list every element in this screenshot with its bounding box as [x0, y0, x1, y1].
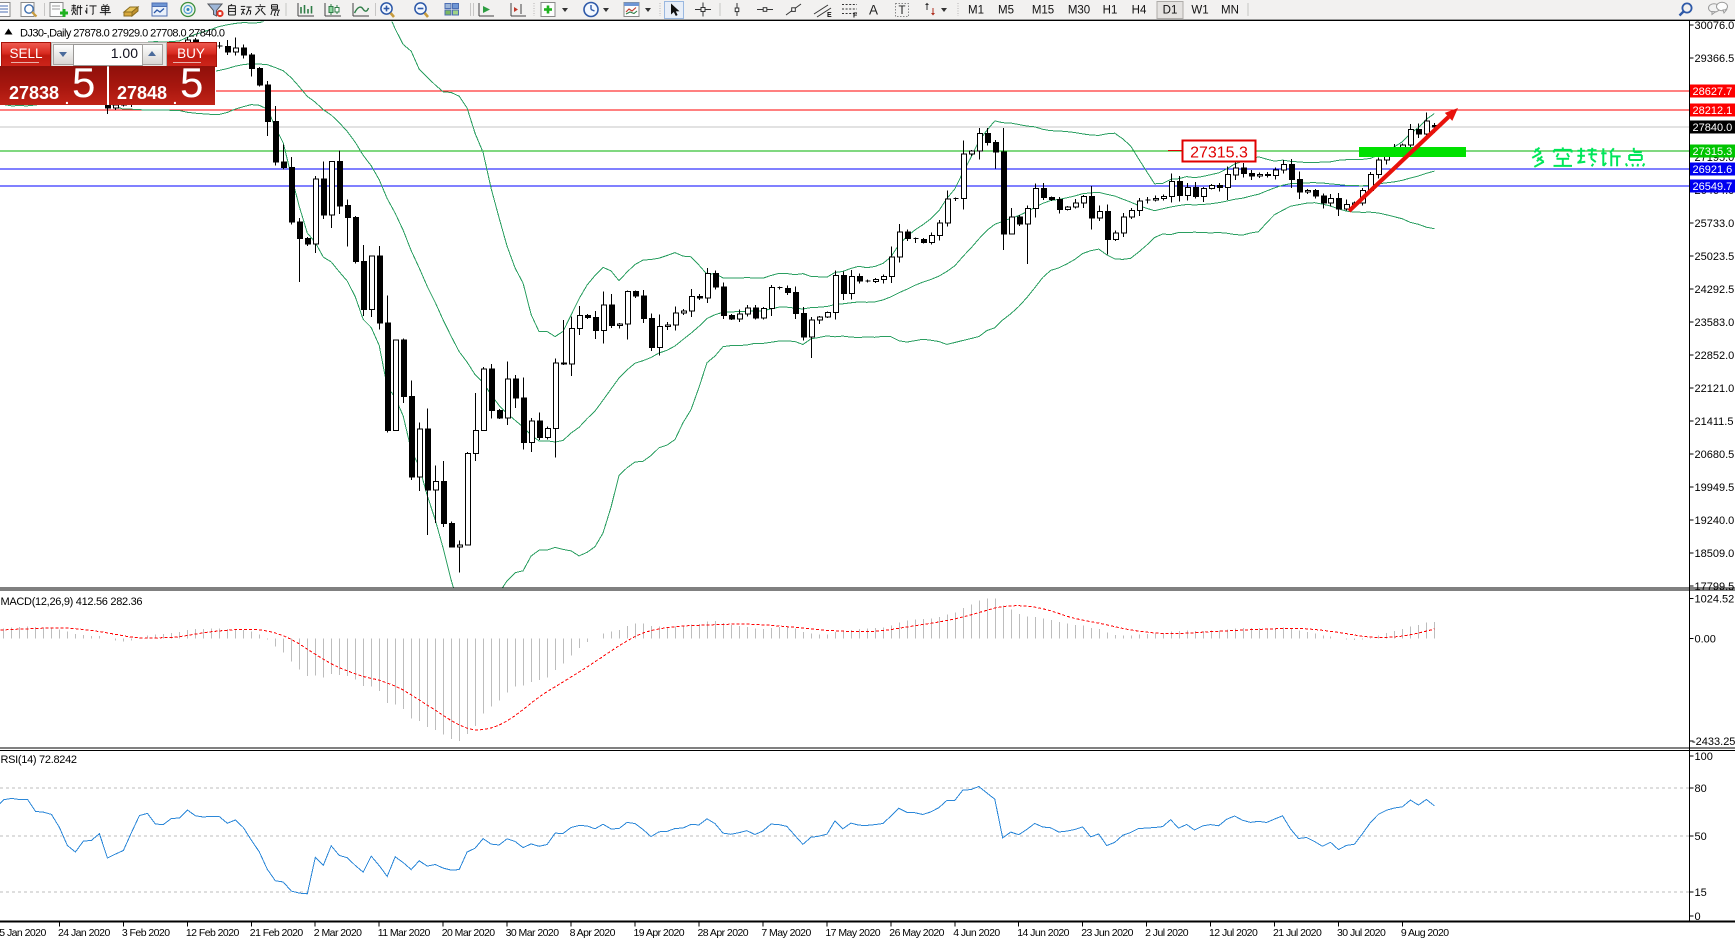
svg-text:28212.1: 28212.1 — [1693, 105, 1733, 117]
svg-text:50: 50 — [1695, 831, 1707, 843]
svg-text:25733.0: 25733.0 — [1695, 218, 1735, 230]
svg-text:26549.7: 26549.7 — [1693, 181, 1733, 193]
svg-text:24292.5: 24292.5 — [1695, 284, 1735, 296]
svg-text:W1: W1 — [1191, 5, 1208, 17]
svg-text:24 Jan 2020: 24 Jan 2020 — [58, 927, 110, 939]
svg-text:19240.0: 19240.0 — [1695, 515, 1735, 527]
svg-text:28 Apr 2020: 28 Apr 2020 — [698, 927, 749, 939]
svg-text:15 Jan 2020: 15 Jan 2020 — [0, 927, 46, 939]
svg-text:M30: M30 — [1068, 5, 1090, 17]
svg-text:MACD(12,26,9) 412.56 282.36: MACD(12,26,9) 412.56 282.36 — [1, 596, 143, 608]
svg-text:12 Feb 2020: 12 Feb 2020 — [186, 927, 240, 939]
svg-text:RSI(14) 72.8242: RSI(14) 72.8242 — [1, 754, 77, 766]
svg-text:19949.5: 19949.5 — [1695, 482, 1735, 494]
svg-text:23583.0: 23583.0 — [1695, 317, 1735, 329]
svg-text:21411.5: 21411.5 — [1695, 416, 1734, 428]
svg-text:17799.5: 17799.5 — [1695, 581, 1735, 593]
svg-text:11 Mar 2020: 11 Mar 2020 — [378, 927, 431, 939]
svg-text:29366.5: 29366.5 — [1695, 53, 1735, 65]
svg-text:M15: M15 — [1032, 5, 1054, 17]
svg-text:2 Jul 2020: 2 Jul 2020 — [1145, 927, 1189, 939]
svg-text:F: F — [853, 13, 858, 20]
svg-text:80: 80 — [1695, 783, 1707, 795]
svg-text:30 Jul 2020: 30 Jul 2020 — [1337, 927, 1386, 939]
svg-text:0.00: 0.00 — [1695, 634, 1716, 646]
svg-text:T: T — [899, 5, 906, 17]
svg-text:18509.0: 18509.0 — [1695, 548, 1735, 560]
svg-text:27315.3: 27315.3 — [1693, 146, 1733, 158]
svg-text:4 Jun 2020: 4 Jun 2020 — [953, 927, 1000, 939]
svg-text:DJ30-,Daily 27878.0 27929.0 2: DJ30-,Daily 27878.0 27929.0 27708.0 2784… — [20, 28, 225, 40]
svg-text:27840.0: 27840.0 — [1693, 122, 1733, 134]
svg-text:21 Jul 2020: 21 Jul 2020 — [1273, 927, 1322, 939]
svg-text:22852.0: 22852.0 — [1695, 350, 1735, 362]
svg-text:MN: MN — [1221, 5, 1239, 17]
svg-text:22121.0: 22121.0 — [1695, 383, 1735, 395]
svg-text:30 Mar 2020: 30 Mar 2020 — [506, 927, 560, 939]
svg-text:H4: H4 — [1132, 5, 1147, 17]
svg-text:20680.5: 20680.5 — [1695, 449, 1735, 461]
svg-text:12 Jul 2020: 12 Jul 2020 — [1209, 927, 1258, 939]
svg-text:E: E — [827, 12, 832, 19]
svg-text:2 Mar 2020: 2 Mar 2020 — [314, 927, 362, 939]
svg-text:D1: D1 — [1163, 5, 1178, 17]
svg-text:28627.7: 28627.7 — [1693, 86, 1733, 98]
svg-text:17 May 2020: 17 May 2020 — [825, 927, 880, 939]
svg-text:H1: H1 — [1103, 5, 1118, 17]
svg-text:M5: M5 — [998, 5, 1014, 17]
svg-text:26 May 2020: 26 May 2020 — [889, 927, 944, 939]
svg-text:100: 100 — [1695, 751, 1713, 763]
svg-text:3 Feb 2020: 3 Feb 2020 — [122, 927, 170, 939]
svg-text:0: 0 — [1695, 911, 1701, 923]
svg-text:19 Apr 2020: 19 Apr 2020 — [634, 927, 685, 939]
svg-text:21 Feb 2020: 21 Feb 2020 — [250, 927, 304, 939]
svg-text:1024.52: 1024.52 — [1695, 594, 1735, 606]
svg-text:20 Mar 2020: 20 Mar 2020 — [442, 927, 496, 939]
svg-text:8 Apr 2020: 8 Apr 2020 — [570, 927, 616, 939]
svg-text:27315.3: 27315.3 — [1190, 145, 1248, 162]
svg-text:26921.6: 26921.6 — [1693, 164, 1733, 176]
svg-text:7 May 2020: 7 May 2020 — [761, 927, 811, 939]
svg-text:25023.5: 25023.5 — [1695, 251, 1735, 263]
svg-text:A: A — [869, 3, 878, 18]
svg-text:15: 15 — [1695, 887, 1707, 899]
svg-text:M1: M1 — [968, 5, 984, 17]
svg-text:9 Aug 2020: 9 Aug 2020 — [1401, 927, 1449, 939]
svg-text:14 Jun 2020: 14 Jun 2020 — [1017, 927, 1069, 939]
svg-text:30076.0: 30076.0 — [1695, 20, 1735, 32]
svg-text:23 Jun 2020: 23 Jun 2020 — [1081, 927, 1133, 939]
svg-text:-2433.25: -2433.25 — [1692, 736, 1735, 748]
